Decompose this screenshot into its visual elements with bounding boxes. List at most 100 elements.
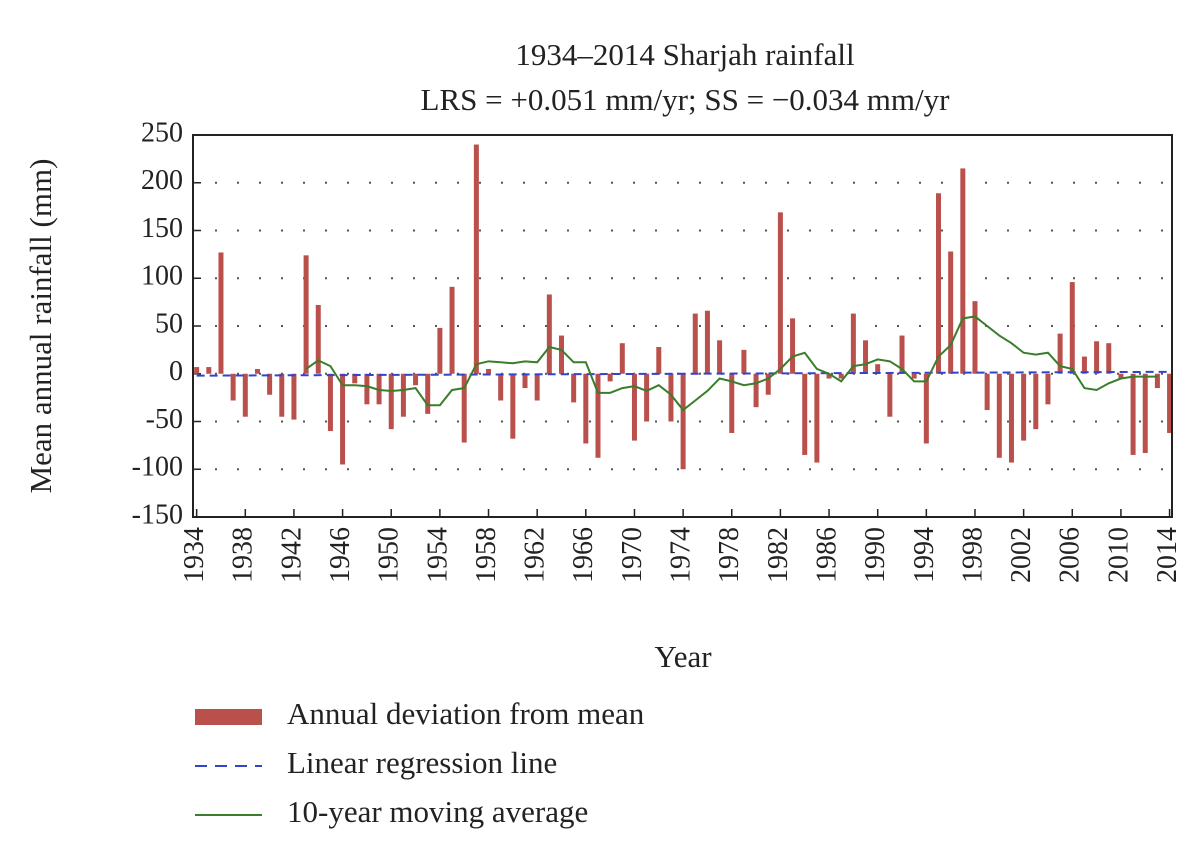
x-tick-label: 1978: [714, 527, 745, 583]
bar: [206, 367, 212, 374]
bar: [267, 373, 273, 395]
bar: [790, 318, 796, 374]
plot-frame: [192, 134, 1173, 518]
legend-label: Linear regression line: [287, 745, 557, 780]
x-tick-label: 1986: [811, 527, 842, 583]
x-tick-label: 1938: [228, 527, 259, 583]
bar: [303, 255, 309, 374]
legend-label: 10-year moving average: [287, 794, 588, 829]
y-tick-label: 200: [141, 165, 183, 196]
y-tick-label: 250: [141, 117, 183, 148]
x-tick-label: 1942: [276, 527, 307, 583]
bar: [656, 347, 662, 374]
bar: [510, 373, 516, 439]
bar: [230, 373, 236, 401]
x-tick-label: 1946: [325, 527, 356, 583]
bar: [583, 373, 589, 444]
bar: [1167, 373, 1173, 433]
bar: [863, 340, 869, 374]
series-line: [305, 315, 1158, 412]
bar: [911, 373, 917, 379]
bar: [826, 373, 832, 379]
bar: [960, 168, 966, 374]
bar: [413, 373, 419, 386]
bar: [498, 373, 504, 401]
bar: [1106, 343, 1112, 374]
bar: [777, 212, 783, 374]
x-tick-label: 1934: [179, 527, 210, 583]
bar: [473, 144, 479, 374]
x-tick-label: 1994: [909, 527, 940, 583]
bar: [388, 373, 394, 430]
x-tick-label: 1954: [422, 527, 453, 583]
y-tick-label: 0: [169, 356, 183, 387]
bar: [704, 310, 710, 374]
bar: [619, 343, 625, 374]
bar: [923, 373, 929, 444]
y-tick-label: -50: [146, 404, 183, 435]
bar: [838, 373, 844, 379]
x-tick-label: 2010: [1103, 527, 1134, 583]
bar: [254, 368, 260, 374]
bar: [1069, 282, 1075, 374]
bar: [352, 373, 358, 384]
chart-title: 1934–2014 Sharjah rainfall: [515, 37, 854, 72]
x-tick-label: 1958: [471, 527, 502, 583]
x-axis-label: Year: [654, 639, 712, 674]
chart-subtitle: LRS = +0.051 mm/yr; SS = −0.034 mm/yr: [421, 82, 951, 117]
bar: [449, 286, 455, 374]
bar: [1154, 373, 1160, 389]
bar: [935, 193, 941, 374]
x-tick-label: 1970: [617, 527, 648, 583]
y-axis-label: Mean annual rainfall (mm): [23, 159, 58, 494]
bar: [972, 301, 978, 374]
bar: [437, 327, 443, 374]
y-tick-label: 100: [141, 261, 183, 292]
bar: [571, 373, 577, 403]
y-tick-label: -150: [132, 499, 183, 530]
bar: [899, 335, 905, 374]
bar: [522, 373, 528, 389]
x-tick-label: 1990: [860, 527, 891, 583]
legend-label: Annual deviation from mean: [287, 696, 645, 731]
bar: [1021, 373, 1027, 441]
bar: [364, 373, 370, 405]
bar: [1094, 341, 1100, 374]
x-tick-label: 1966: [568, 527, 599, 583]
bar: [279, 373, 285, 417]
bar: [1045, 373, 1051, 405]
bar: [291, 373, 297, 420]
bar: [875, 364, 881, 374]
bar: [327, 373, 333, 432]
bar: [400, 373, 406, 417]
bar: [558, 335, 564, 374]
bar: [753, 373, 759, 408]
bar: [425, 373, 431, 414]
bar: [1033, 373, 1039, 430]
bar: [631, 373, 637, 441]
x-tick-label: 1950: [374, 527, 405, 583]
bar: [948, 251, 954, 374]
x-tick-label: 2014: [1152, 527, 1183, 583]
bar: [461, 373, 467, 443]
bar: [887, 373, 893, 417]
x-tick-label: 1982: [763, 527, 794, 583]
bar: [814, 373, 820, 463]
bar: [340, 373, 346, 465]
bar: [1081, 356, 1087, 374]
bar: [680, 373, 686, 470]
bar: [668, 373, 674, 422]
bar: [546, 294, 552, 374]
x-tick-label: 1998: [957, 527, 988, 583]
bar: [1142, 373, 1148, 454]
bar: [802, 373, 808, 455]
x-tick-label: 1974: [666, 527, 697, 583]
bar: [729, 373, 735, 433]
bar: [534, 373, 540, 401]
bar: [218, 252, 224, 374]
legend-swatch: [195, 709, 262, 725]
bar: [607, 373, 613, 382]
bar: [1008, 373, 1014, 463]
bar: [1130, 373, 1136, 455]
bar: [741, 349, 747, 374]
